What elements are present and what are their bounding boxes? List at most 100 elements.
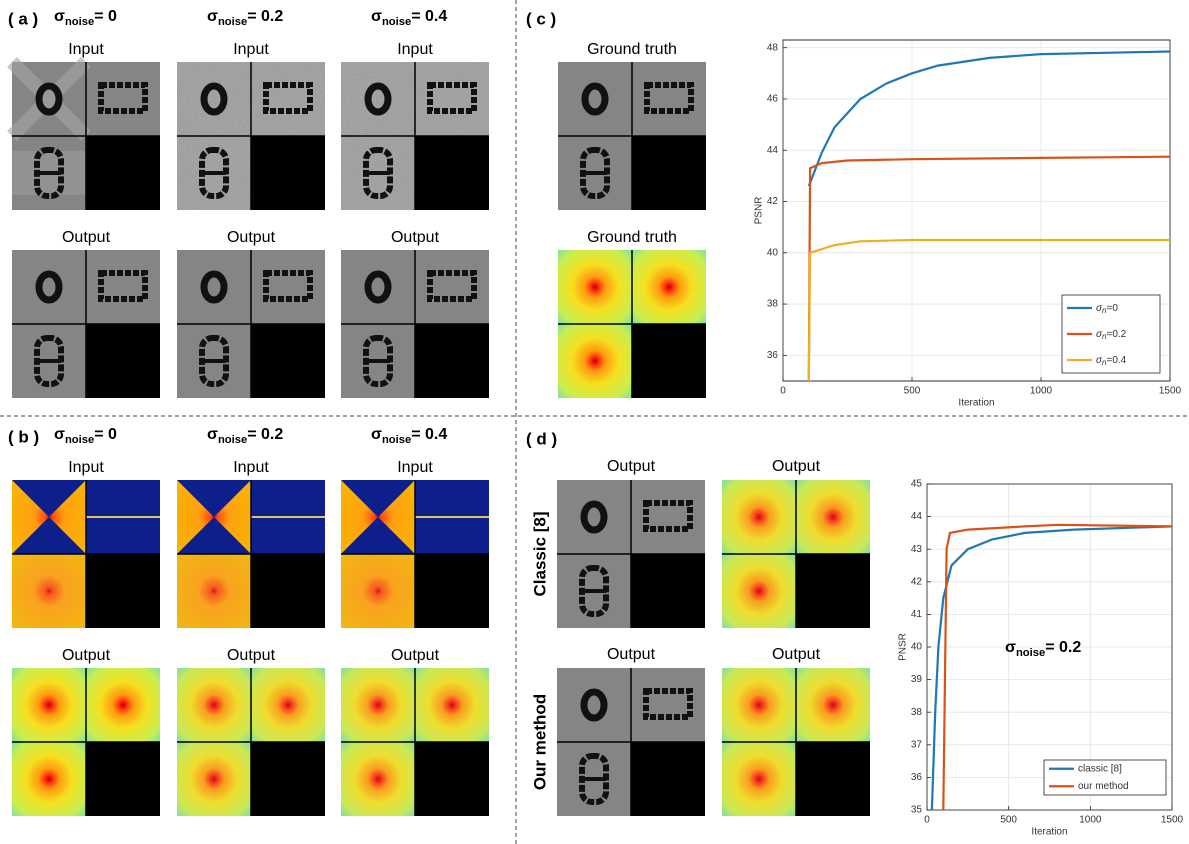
- panel-label: ( b ): [8, 427, 39, 446]
- y-tick-label: 48: [767, 42, 779, 53]
- spectrum: [12, 668, 86, 742]
- image-title: Ground truth: [587, 229, 677, 246]
- image-title: Output: [607, 458, 656, 475]
- x-axis-label: Iteration: [1031, 827, 1067, 838]
- quadrant: [558, 324, 632, 398]
- image: [12, 480, 160, 628]
- symbol: σ: [1005, 639, 1016, 656]
- y-tick-label: 40: [767, 247, 779, 258]
- x-axis-label: Iteration: [958, 398, 994, 409]
- quadrant: [251, 480, 325, 554]
- noise: [722, 480, 796, 554]
- image: [12, 668, 160, 816]
- x-tick-label: 0: [780, 386, 786, 397]
- quadrant: [796, 480, 870, 554]
- quadrant: [177, 742, 251, 816]
- quadrant: [632, 250, 706, 324]
- image: [341, 250, 489, 398]
- image-title: Output: [607, 646, 656, 663]
- quadrant: [415, 480, 489, 554]
- y-tick-label: 39: [911, 674, 923, 685]
- figure: ( a )σnoise= 0InputOutputσnoise= 0.2Inpu…: [0, 0, 1189, 844]
- rest: = 0.4: [411, 8, 447, 25]
- y-tick-label: 38: [767, 299, 779, 310]
- quadrant: [86, 668, 160, 742]
- image-title: Input: [233, 41, 269, 58]
- symbol: σ: [207, 426, 218, 443]
- empty-quadrant: [415, 136, 489, 210]
- y-tick-label: 36: [767, 350, 779, 361]
- image-title: Input: [68, 459, 104, 476]
- symbol: σ: [54, 8, 65, 25]
- y-tick-label: 44: [911, 511, 923, 522]
- column-header: σnoise= 0.4: [371, 426, 447, 446]
- quadrant: [415, 668, 489, 742]
- image: [557, 480, 705, 628]
- x-tick-label: 1000: [1030, 386, 1053, 397]
- image: [177, 668, 325, 816]
- empty-quadrant: [415, 324, 489, 398]
- noise: [415, 668, 489, 742]
- column-header: σnoise= 0: [54, 8, 117, 28]
- noise: [12, 554, 86, 628]
- column-header: σnoise= 0.4: [371, 8, 447, 28]
- image: [558, 62, 706, 210]
- image-title: Input: [233, 459, 269, 476]
- row-label: Classic [8]: [530, 511, 549, 596]
- noise: [796, 480, 870, 554]
- rest: = 0.2: [247, 426, 283, 443]
- image-title: Ground truth: [587, 41, 677, 58]
- empty-quadrant: [632, 136, 706, 210]
- quadrant: [796, 668, 870, 742]
- legend-label: classic [8]: [1078, 763, 1122, 774]
- quadrant: [177, 480, 251, 554]
- noise: [722, 742, 796, 816]
- rest: = 0.2: [1045, 639, 1081, 656]
- quadrant: [341, 480, 415, 554]
- rest: = 0: [94, 426, 117, 443]
- image-title: Input: [397, 41, 433, 58]
- image: [558, 250, 706, 398]
- quadrant: [341, 668, 415, 742]
- noise: [251, 668, 325, 742]
- image: [12, 62, 160, 210]
- y-tick-label: 43: [911, 544, 923, 555]
- legend-label: σn=0.4: [1096, 355, 1127, 367]
- x-tick-label: 1500: [1159, 386, 1182, 397]
- legend-label: σn=0.2: [1096, 329, 1127, 341]
- subscript: noise: [1016, 647, 1045, 659]
- rest: = 0.4: [411, 426, 447, 443]
- empty-quadrant: [796, 742, 870, 816]
- image-title: Output: [391, 647, 440, 664]
- x-tick-label: 500: [904, 386, 921, 397]
- panel-label: ( c ): [526, 9, 556, 28]
- quadrant: [12, 480, 86, 554]
- empty-quadrant: [631, 742, 705, 816]
- subscript: noise: [382, 16, 411, 28]
- image: [722, 480, 870, 628]
- empty-quadrant: [251, 554, 325, 628]
- image: [12, 250, 160, 398]
- image: [177, 250, 325, 398]
- y-axis-label: PNSR: [898, 633, 909, 661]
- y-tick-label: 36: [911, 772, 923, 783]
- empty-quadrant: [86, 324, 160, 398]
- symbol: σ: [54, 426, 65, 443]
- quadrant: [12, 742, 86, 816]
- image-title: Output: [772, 458, 821, 475]
- column-header: σnoise= 0.2: [207, 8, 283, 28]
- subscript: noise: [382, 434, 411, 446]
- panel-label: ( a ): [8, 9, 38, 28]
- noise: [341, 742, 415, 816]
- noise: [341, 554, 415, 628]
- image-title: Output: [62, 229, 111, 246]
- rest: =0.2: [1106, 329, 1126, 340]
- column-header: σnoise= 0: [54, 426, 117, 446]
- image: [177, 62, 325, 210]
- symbol: σ: [207, 8, 218, 25]
- x-tick-label: 500: [1000, 815, 1017, 826]
- rest: =0: [1106, 303, 1118, 314]
- image: [722, 668, 870, 816]
- quadrant: [558, 250, 632, 324]
- y-tick-label: 44: [767, 145, 779, 156]
